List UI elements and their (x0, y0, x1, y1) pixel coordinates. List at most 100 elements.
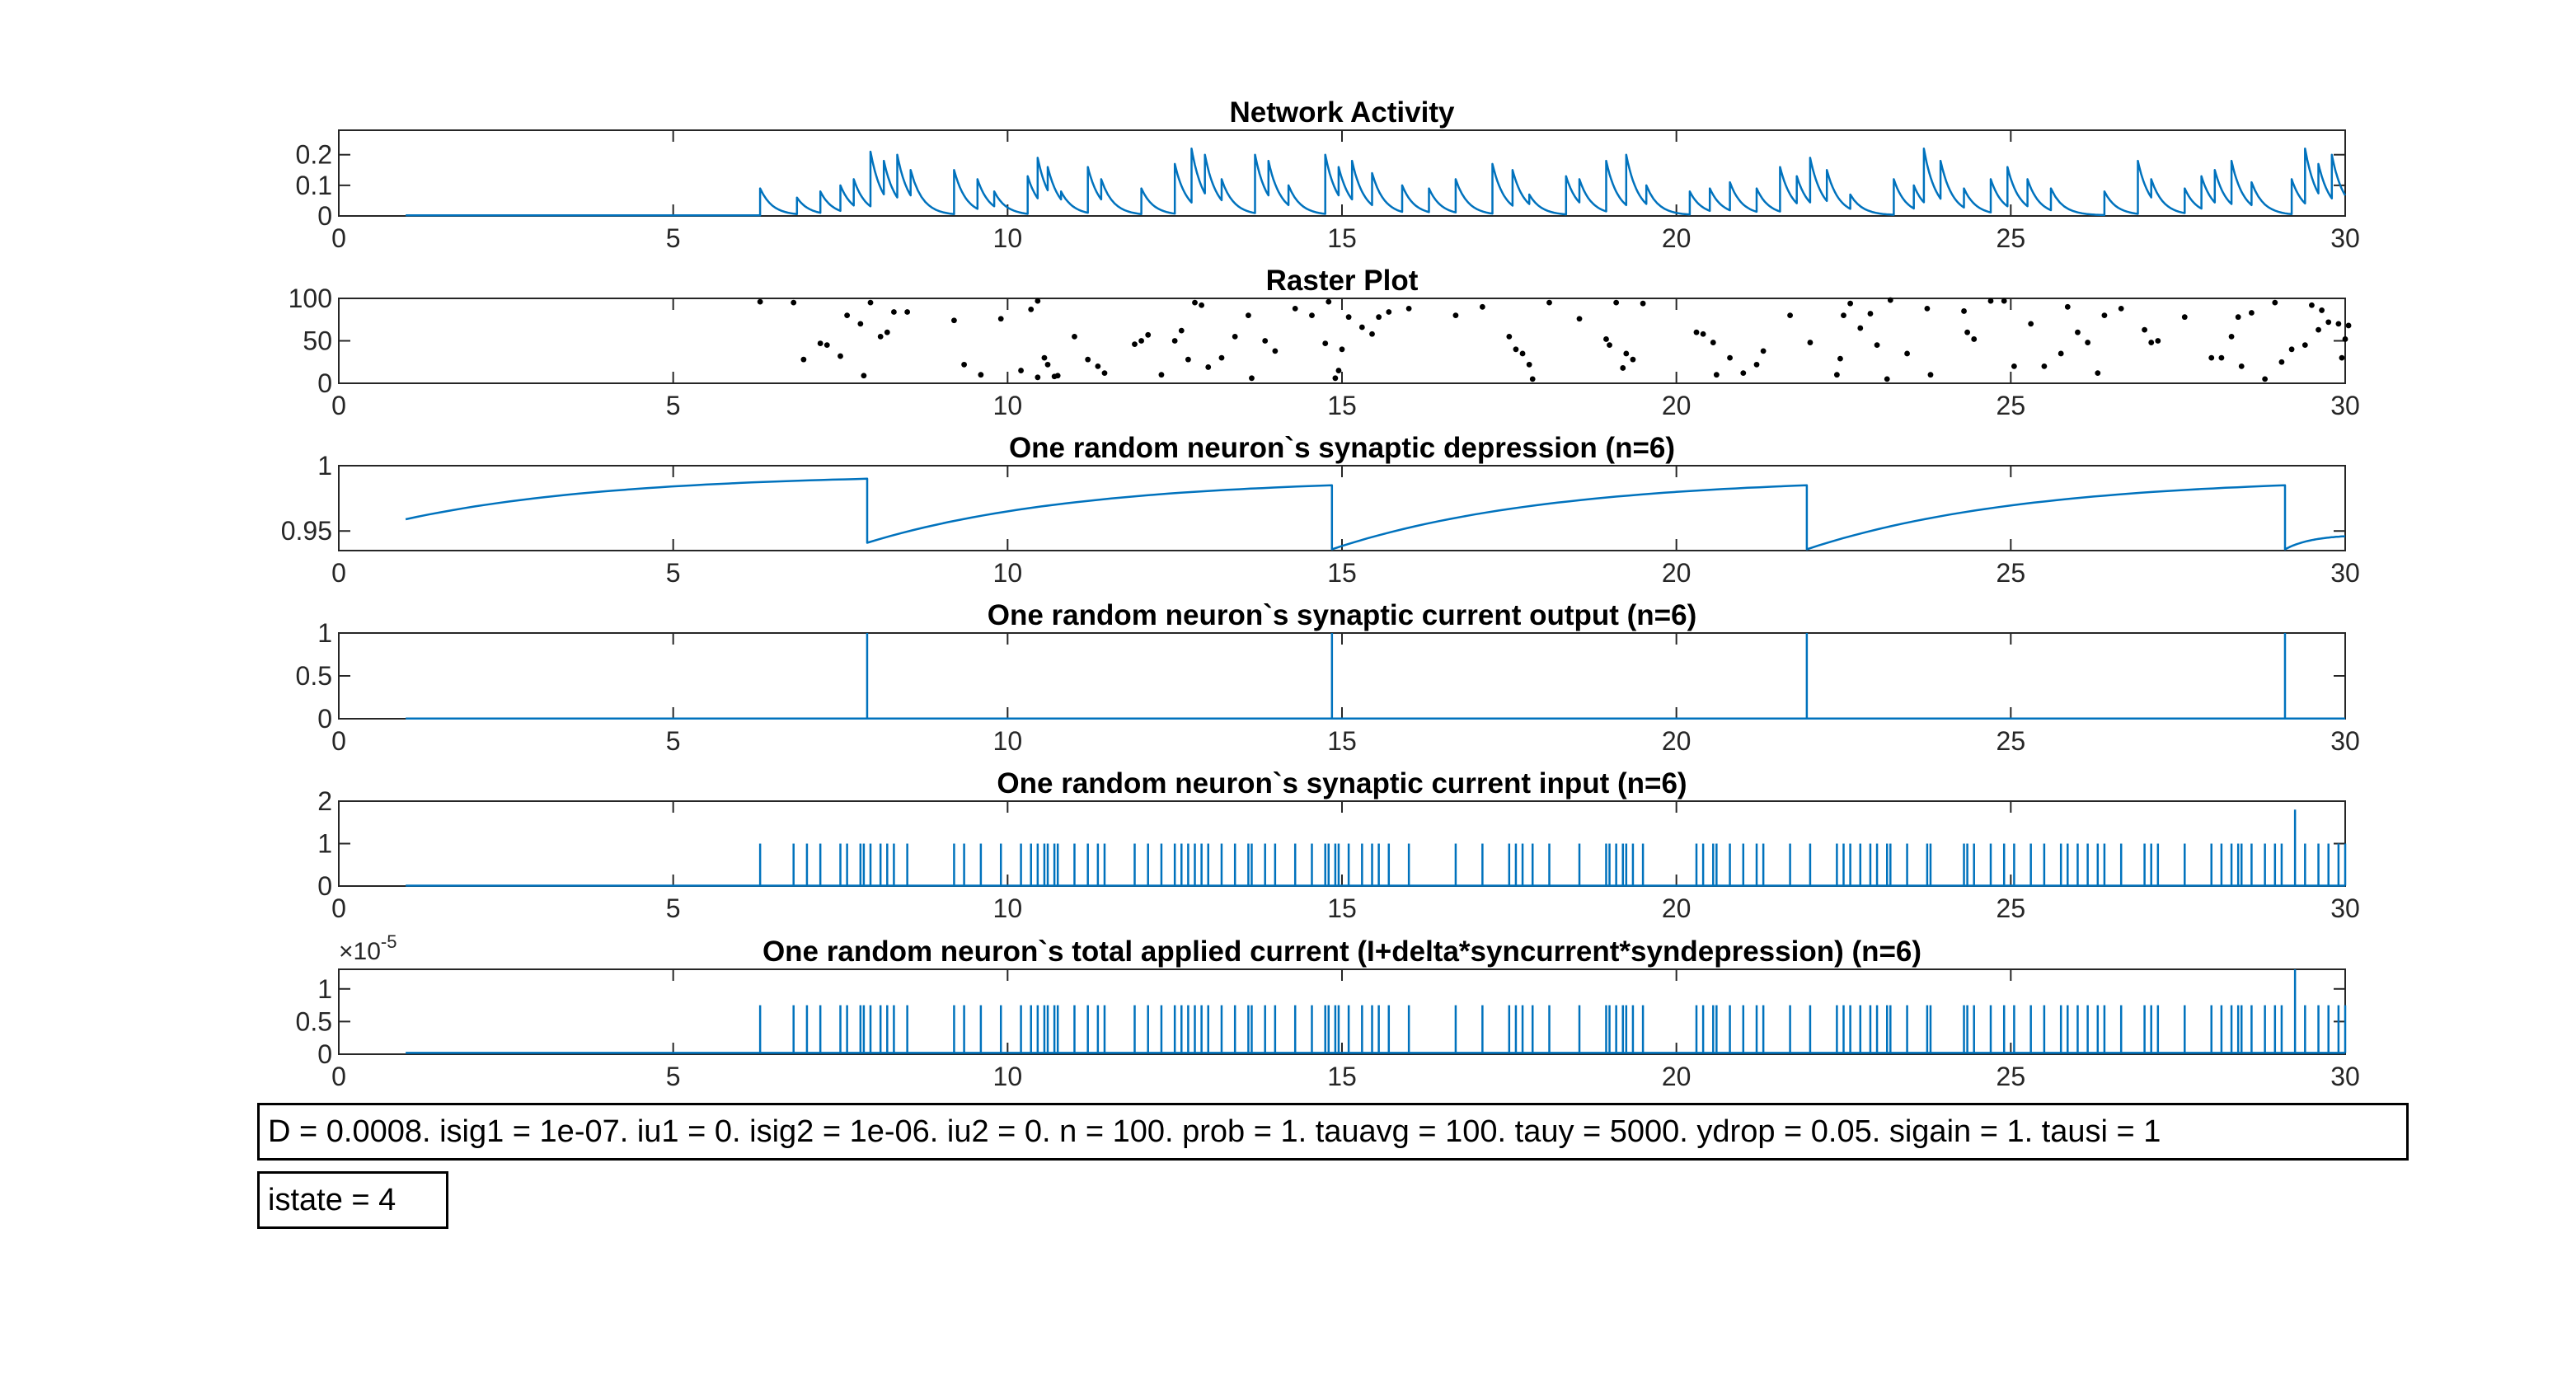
raster-spike-dot (2118, 305, 2124, 312)
raster-spike-dot (867, 299, 874, 306)
raster-spike-dot (2339, 354, 2345, 361)
axes-box (338, 632, 2346, 720)
raster-spike-dot (2041, 363, 2048, 369)
raster-spike-dot (800, 356, 807, 363)
raster-spike-dot (1874, 342, 1880, 349)
raster-spike-dot (1867, 311, 1874, 317)
raster-spike-dot (1232, 333, 1238, 340)
raster-spike-dot (1335, 368, 1342, 373)
axes-box (338, 129, 2346, 217)
subplot-title: Network Activity (1230, 96, 1455, 129)
raster-spike-dot (2218, 354, 2225, 361)
raster-spike-dot (1218, 354, 1225, 361)
raster-spike-dot (1041, 354, 1048, 361)
raster-spike-dot (1710, 340, 1716, 345)
raster-spike-dot (877, 333, 884, 340)
raster-spike-dot (1987, 298, 1994, 304)
raster-spike-dot (1506, 333, 1513, 340)
raster-spike-dot (2001, 298, 2007, 304)
x-tick-label: 20 (1662, 558, 1692, 588)
raster-spike-dot (1405, 305, 1412, 312)
raster-spike-dot (1199, 302, 1205, 308)
raster-spike-dot (1904, 350, 1910, 357)
raster-spike-dot (2208, 354, 2215, 361)
x-tick-label: 10 (993, 558, 1023, 588)
raster-spike-dot (2155, 338, 2161, 344)
raster-spike-dot (2335, 321, 2342, 327)
x-tick-label: 5 (666, 391, 681, 420)
raster-spike-dot (2058, 350, 2064, 357)
y-exponent-label: ×10-5 (339, 931, 396, 965)
x-tick-label: 10 (993, 223, 1023, 253)
depression-line (405, 477, 2346, 551)
y-tick-label: 0.5 (296, 1006, 332, 1036)
raster-spike-dot (2101, 312, 2108, 318)
raster-spike-dot (1326, 298, 1332, 305)
raster-spike-dot (1072, 333, 1077, 340)
y-tick-label: 0.5 (296, 661, 332, 691)
raster-spike-dot (2278, 359, 2285, 365)
raster-spike-dot (1145, 331, 1152, 338)
x-tick-label: 0 (331, 223, 346, 253)
raster-spike-dot (961, 361, 967, 368)
raster-spike-dot (2319, 307, 2325, 313)
x-tick-label: 15 (1327, 391, 1357, 420)
raster-spike-dot (1246, 312, 1251, 318)
x-tick-label: 25 (1997, 1062, 2026, 1091)
raster-spike-dot (1035, 374, 1041, 381)
raster-spike-dot (1479, 303, 1485, 310)
y-tick-label: 0 (317, 704, 332, 734)
raster-spike-dot (1138, 338, 1144, 344)
raster-spike-dot (1927, 372, 1934, 378)
x-tick-label: 10 (993, 1062, 1023, 1091)
raster-spike-dot (1529, 376, 1536, 382)
raster-spike-dot (2064, 303, 2071, 310)
y-tick-label: 0 (317, 871, 332, 901)
x-tick-label: 30 (2330, 391, 2360, 420)
raster-spike-dot (2181, 314, 2188, 321)
raster-spike-dot (1028, 306, 1035, 312)
raster-spike-dot (2238, 363, 2245, 369)
y-tick-label: 100 (289, 284, 332, 313)
x-tick-label: 30 (2330, 223, 2360, 253)
x-tick-label: 0 (331, 726, 346, 756)
raster-spike-dot (1576, 316, 1583, 322)
raster-spike-dot (884, 329, 890, 335)
raster-spike-dot (1132, 341, 1138, 348)
raster-spike-dot (1185, 356, 1191, 363)
raster-spike-dot (1713, 372, 1720, 378)
x-tick-label: 30 (2330, 1062, 2360, 1091)
raster-spike-dot (757, 298, 763, 305)
raster-spike-dot (1837, 355, 1843, 362)
y-tick-label: 0.1 (296, 171, 332, 200)
raster-spike-dot (2228, 333, 2235, 340)
raster-spike-dot (2075, 329, 2081, 335)
raster-spike-dot (1205, 364, 1212, 370)
raster-spike-dot (817, 340, 823, 346)
raster-spike-dot (1620, 365, 1626, 371)
raster-spike-dot (1095, 363, 1101, 369)
raster-spike-dot (2325, 319, 2332, 326)
raster-spike-dot (978, 372, 984, 378)
y-tick-label: 0.95 (281, 516, 332, 546)
x-tick-label: 25 (1997, 893, 2026, 923)
x-tick-label: 10 (993, 726, 1023, 756)
x-tick-label: 30 (2330, 726, 2360, 756)
raster-spike-dot (1519, 350, 1526, 357)
x-tick-label: 5 (666, 726, 681, 756)
x-tick-label: 30 (2330, 893, 2360, 923)
raster-spike-dot (1101, 370, 1108, 377)
x-tick-label: 0 (331, 391, 346, 420)
raster-spike-dot (1603, 336, 1609, 342)
raster-spike-dot (1054, 373, 1061, 379)
raster-spike-dot (2028, 321, 2034, 327)
raster-spike-dot (997, 316, 1004, 322)
raster-spike-dot (1740, 370, 1747, 377)
raster-spike-dot (1833, 372, 1840, 378)
raster-spike-dot (1887, 297, 1893, 303)
raster-spike-dot (891, 309, 897, 315)
raster-spike-dot (1727, 354, 1733, 361)
y-tick-label: 50 (303, 326, 332, 356)
x-tick-label: 25 (1997, 391, 2026, 420)
raster-spike-dot (2249, 310, 2255, 316)
